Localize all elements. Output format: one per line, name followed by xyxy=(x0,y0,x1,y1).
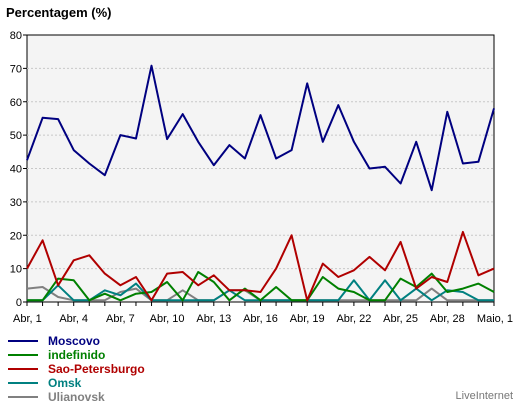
y-tick-label: 80 xyxy=(10,30,22,42)
x-tick-label: Abr, 22 xyxy=(336,313,371,325)
y-tick-label: 20 xyxy=(10,230,22,242)
series-line-sao-petersburgo xyxy=(26,230,495,302)
x-tick-label: Abr, 1 xyxy=(13,313,42,325)
y-tick-label: 60 xyxy=(10,97,22,109)
grid-lines xyxy=(27,67,494,270)
y-tick-label: 10 xyxy=(10,264,22,276)
y-tick-label: 0 xyxy=(16,297,22,309)
x-tick-label: Abr, 28 xyxy=(430,313,465,325)
x-axis: Abr, 1 Abr, 4 Abr, 7 Abr, 10 Abr, 13 Abr, 16 A… xyxy=(13,302,513,325)
x-tick-label: Abr, 4 xyxy=(59,313,88,325)
chart-title: Percentagem (%) xyxy=(6,5,111,20)
legend-label: Sao-Petersburgo xyxy=(48,362,145,376)
legend-label: Ulianovsk xyxy=(48,390,105,404)
x-tick-label: Abr, 13 xyxy=(196,313,231,325)
x-tick-label: Abr, 16 xyxy=(243,313,278,325)
y-tick-label: 70 xyxy=(10,63,22,75)
y-tick-label: 40 xyxy=(10,164,22,176)
x-tick-label: Abr, 10 xyxy=(150,313,185,325)
x-tick-label: Abr, 25 xyxy=(383,313,418,325)
series-lines xyxy=(26,64,495,302)
x-tick-label: Maio, 1 xyxy=(477,313,513,325)
y-tick-label: 30 xyxy=(10,197,22,209)
legend-label: indefinido xyxy=(48,348,105,362)
series-line-moscovo xyxy=(26,64,495,192)
legend: MoscovoindefinidoSao-PetersburgoOmskUlia… xyxy=(8,334,145,404)
y-tick-label: 50 xyxy=(10,130,22,142)
credit-label: LiveInternet xyxy=(456,390,513,402)
y-axis: 0 10 20 30 40 50 60 70 80 xyxy=(10,30,27,309)
x-tick-label: Abr, 19 xyxy=(290,313,325,325)
legend-label: Moscovo xyxy=(48,334,100,348)
legend-label: Omsk xyxy=(48,376,82,390)
x-tick-label: Abr, 7 xyxy=(106,313,135,325)
